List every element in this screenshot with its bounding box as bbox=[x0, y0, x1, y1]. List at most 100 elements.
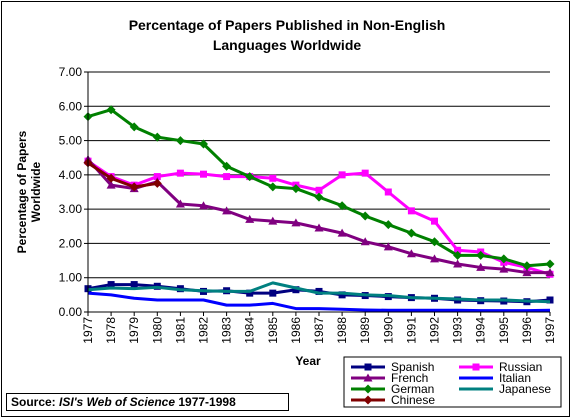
y-tick-label: 5.00 bbox=[59, 134, 83, 148]
x-axis-label: Year bbox=[295, 354, 321, 368]
x-tick-label: 1991 bbox=[404, 317, 418, 344]
data-point bbox=[453, 259, 463, 268]
series-japanese bbox=[87, 281, 551, 304]
x-tick-label: 1990 bbox=[381, 317, 395, 344]
data-point bbox=[199, 139, 208, 149]
legend-item-french: French bbox=[351, 371, 428, 385]
data-point bbox=[499, 254, 509, 264]
data-point bbox=[361, 169, 369, 177]
data-point bbox=[246, 289, 254, 297]
data-point bbox=[363, 395, 373, 405]
data-point bbox=[476, 250, 486, 260]
x-tick-label: 1994 bbox=[474, 317, 488, 344]
y-axis-label: Percentage of Papers bbox=[15, 130, 29, 253]
data-point bbox=[314, 223, 324, 232]
data-point bbox=[476, 262, 486, 271]
legend-label: Italian bbox=[499, 371, 531, 385]
legend-item-chinese: Chinese bbox=[351, 393, 435, 407]
data-point bbox=[338, 171, 346, 179]
legend-label: Spanish bbox=[391, 360, 434, 374]
data-point bbox=[106, 173, 116, 183]
chart-title-line2: Languages Worldwide bbox=[213, 37, 362, 53]
legend-label: French bbox=[391, 371, 428, 385]
data-point bbox=[545, 259, 555, 269]
x-tick-label: 1981 bbox=[173, 317, 187, 344]
data-point bbox=[406, 228, 416, 238]
series-italian bbox=[87, 291, 551, 313]
source-prefix: Source: bbox=[11, 395, 60, 409]
data-point bbox=[175, 199, 185, 208]
data-point bbox=[106, 180, 116, 189]
x-tick-label: 1989 bbox=[358, 317, 372, 344]
x-tick-label: 1977 bbox=[81, 317, 95, 344]
x-tick-label: 1987 bbox=[312, 317, 326, 344]
data-point bbox=[176, 169, 184, 177]
legend-item-japanese: Japanese bbox=[459, 382, 551, 396]
data-point bbox=[315, 287, 323, 295]
data-point bbox=[522, 261, 532, 271]
x-tick-label: 1979 bbox=[127, 317, 141, 344]
y-tick-label: 3.00 bbox=[59, 202, 83, 216]
series-line bbox=[87, 281, 551, 304]
chart-title: Percentage of Papers Published in Non-En… bbox=[129, 17, 446, 33]
data-point bbox=[363, 384, 373, 394]
data-point bbox=[472, 363, 480, 371]
data-point bbox=[268, 182, 278, 192]
series-line bbox=[87, 161, 158, 189]
y-axis-label-line2: Worldwide bbox=[29, 161, 43, 222]
tick-labels: 0.00 1.00 2.00 3.00 4.00 5.00 6.00 7.00 1977 1978… bbox=[59, 65, 557, 344]
data-point bbox=[337, 201, 347, 211]
gridlines bbox=[88, 71, 550, 313]
source-note: Source: ISI's Web of Science 1977-1998 bbox=[6, 393, 289, 411]
data-point bbox=[406, 249, 416, 258]
data-point bbox=[383, 242, 393, 251]
legend-label: Japanese bbox=[499, 382, 551, 396]
data-point bbox=[314, 192, 324, 202]
y-tick-label: 2.00 bbox=[59, 236, 83, 250]
data-point bbox=[107, 281, 115, 289]
data-point bbox=[453, 250, 463, 260]
source-suffix: 1977-1998 bbox=[175, 395, 236, 409]
x-tick-label: 1982 bbox=[197, 317, 211, 344]
data-point bbox=[268, 216, 278, 225]
data-point bbox=[315, 186, 323, 194]
data-point bbox=[338, 291, 346, 299]
data-point bbox=[545, 268, 555, 277]
data-point bbox=[222, 206, 232, 215]
data-point bbox=[269, 174, 277, 182]
legend-label: Chinese bbox=[391, 393, 435, 407]
x-tick-label: 1988 bbox=[335, 317, 349, 344]
data-point bbox=[245, 214, 255, 223]
x-tick-label: 1984 bbox=[243, 317, 257, 344]
data-point bbox=[223, 173, 231, 181]
x-tick-label: 1997 bbox=[543, 317, 557, 344]
legend-item-russian: Russian bbox=[459, 360, 542, 374]
y-tick-label: 0.00 bbox=[59, 305, 83, 319]
data-point bbox=[363, 373, 373, 382]
data-point bbox=[152, 132, 162, 142]
legend-item-spanish: Spanish bbox=[351, 360, 434, 374]
x-tick-label: 1993 bbox=[451, 317, 465, 344]
legend-item-german: German bbox=[351, 382, 434, 396]
data-point bbox=[430, 237, 439, 247]
data-point bbox=[546, 296, 554, 304]
x-tick-label: 1995 bbox=[497, 317, 511, 344]
axes bbox=[84, 71, 551, 316]
source-italic: ISI's Web of Science bbox=[59, 395, 176, 409]
data-point bbox=[106, 105, 116, 115]
x-tick-label: 1980 bbox=[150, 317, 164, 344]
data-point bbox=[407, 207, 415, 215]
data-point bbox=[430, 254, 439, 263]
data-point bbox=[364, 363, 372, 371]
x-tick-label: 1986 bbox=[289, 317, 303, 344]
data-point bbox=[152, 178, 162, 188]
series-line bbox=[87, 291, 551, 313]
data-point bbox=[175, 136, 185, 146]
data-point bbox=[222, 161, 232, 171]
data-point bbox=[360, 237, 370, 246]
y-tick-label: 7.00 bbox=[59, 65, 83, 79]
y-tick-label: 4.00 bbox=[59, 168, 83, 182]
legend-label: Russian bbox=[499, 360, 542, 374]
data-point bbox=[129, 182, 139, 192]
x-tick-label: 1983 bbox=[220, 317, 234, 344]
